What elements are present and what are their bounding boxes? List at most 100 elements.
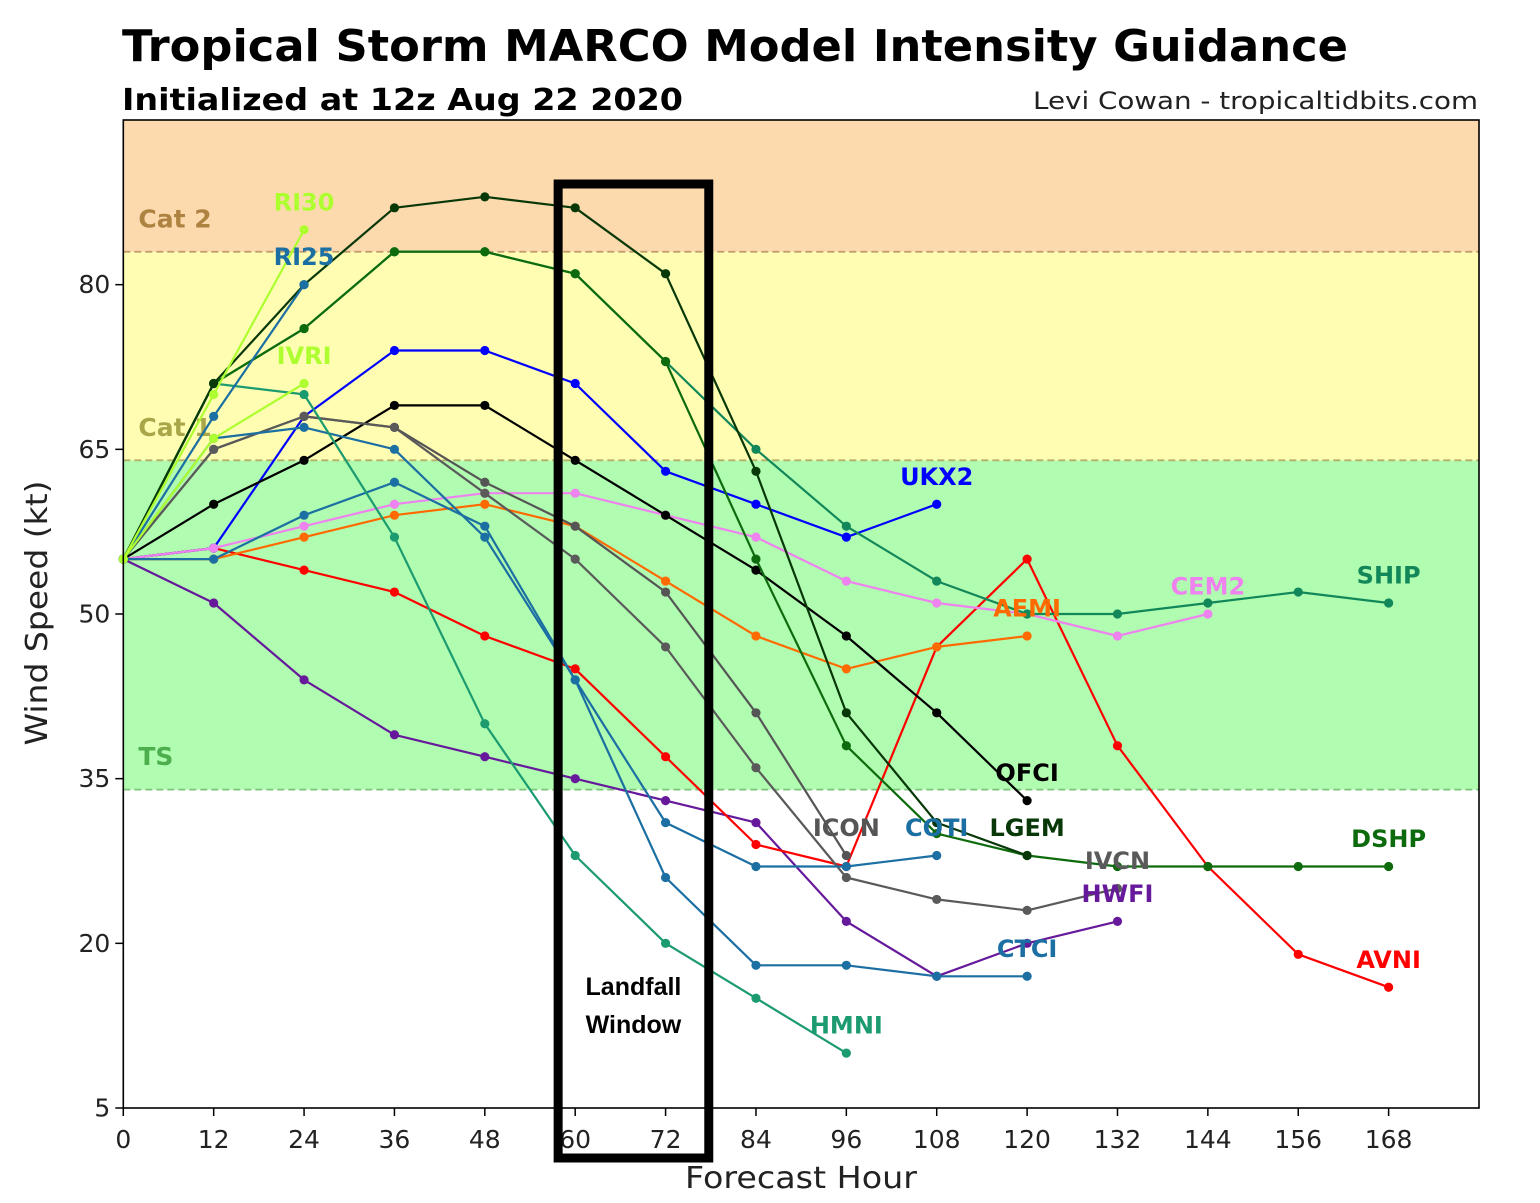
series-label: IVRI — [277, 342, 332, 370]
data-point — [841, 850, 851, 861]
series-label: DSHP — [1351, 825, 1426, 853]
data-point — [480, 400, 490, 411]
data-point — [209, 554, 219, 564]
data-point — [570, 664, 580, 674]
data-point — [480, 488, 490, 498]
data-point — [570, 521, 580, 531]
data-point — [1112, 916, 1123, 926]
x-tick-label: 84 — [740, 1125, 772, 1154]
data-point — [932, 708, 942, 718]
data-point — [751, 565, 761, 575]
y-tick-label: 65 — [78, 435, 110, 464]
data-point — [751, 499, 761, 509]
series-label: CTCI — [997, 935, 1058, 963]
data-point — [751, 532, 761, 542]
data-point — [660, 356, 671, 367]
data-point — [1203, 598, 1213, 608]
data-point — [480, 345, 490, 356]
data-point — [570, 269, 580, 279]
data-point — [660, 269, 671, 279]
data-point — [841, 741, 851, 751]
data-point — [660, 642, 671, 652]
data-point — [1022, 971, 1032, 981]
x-tick-label: 60 — [559, 1125, 591, 1154]
data-point — [389, 499, 400, 509]
series-line — [122, 415, 1118, 912]
data-point — [480, 719, 490, 729]
data-point — [1022, 631, 1032, 641]
data-point — [1384, 598, 1394, 608]
series-label: OFCI — [995, 759, 1058, 787]
data-point — [480, 247, 490, 257]
x-tick-label: 156 — [1274, 1125, 1322, 1154]
data-point — [660, 817, 671, 828]
data-point — [209, 499, 219, 509]
data-point — [299, 225, 309, 235]
data-point — [299, 532, 309, 542]
data-point — [660, 938, 671, 948]
data-point — [751, 708, 761, 718]
data-point — [209, 444, 219, 454]
series-dshp — [118, 247, 1394, 872]
data-point — [480, 477, 490, 487]
data-point — [751, 444, 761, 454]
data-point — [299, 510, 309, 520]
data-point — [480, 752, 490, 762]
chart-title: Tropical Storm MARCO Model Intensity Gui… — [122, 21, 1348, 72]
data-point — [841, 631, 851, 641]
intensity-bands — [123, 120, 1479, 1108]
data-point — [299, 521, 309, 531]
data-point — [389, 203, 400, 213]
series-line — [122, 558, 1118, 978]
band-label: TS — [138, 742, 173, 771]
data-point — [570, 488, 580, 498]
series-label: RI25 — [274, 243, 335, 271]
data-point — [570, 675, 580, 685]
data-point — [841, 1048, 851, 1058]
data-point — [209, 433, 219, 443]
band-cat-2 — [123, 120, 1479, 252]
y-axis: 5 20 35 50 65 80 — [78, 270, 124, 1123]
data-point — [1022, 938, 1032, 948]
data-point — [299, 389, 309, 400]
data-point — [660, 796, 671, 806]
data-point — [751, 960, 761, 970]
data-point — [660, 872, 671, 883]
series-label: AVNI — [1356, 946, 1421, 974]
x-tick-label: 108 — [913, 1125, 961, 1154]
x-tick-label: 0 — [115, 1125, 131, 1154]
data-point — [570, 850, 580, 861]
data-point — [660, 466, 671, 476]
data-point — [751, 861, 761, 872]
data-point — [1203, 861, 1213, 872]
data-point — [299, 565, 309, 575]
x-axis-label: Forecast Hour — [685, 1161, 918, 1196]
data-point — [751, 817, 761, 828]
data-point — [209, 378, 219, 389]
data-point — [209, 543, 219, 553]
data-point — [841, 960, 851, 970]
data-point — [480, 499, 490, 509]
data-point — [841, 861, 851, 872]
data-point — [209, 389, 219, 400]
data-point — [389, 587, 400, 597]
data-point — [1112, 631, 1123, 641]
data-point — [209, 598, 219, 608]
data-point — [751, 993, 761, 1003]
data-point — [932, 642, 942, 652]
data-point — [299, 378, 309, 389]
data-point — [389, 345, 400, 356]
data-point — [1293, 587, 1303, 597]
data-point — [570, 203, 580, 213]
x-tick-label: 96 — [830, 1125, 862, 1154]
data-point — [660, 587, 671, 597]
x-tick-label: 168 — [1365, 1125, 1413, 1154]
y-tick-label: 35 — [78, 764, 110, 793]
data-point — [1384, 861, 1394, 872]
band-label: Cat 2 — [138, 204, 211, 233]
x-tick-label: 48 — [469, 1125, 501, 1154]
x-tick-label: 12 — [198, 1125, 230, 1154]
data-point — [299, 280, 309, 290]
data-point — [932, 576, 942, 586]
series-line — [122, 426, 937, 868]
